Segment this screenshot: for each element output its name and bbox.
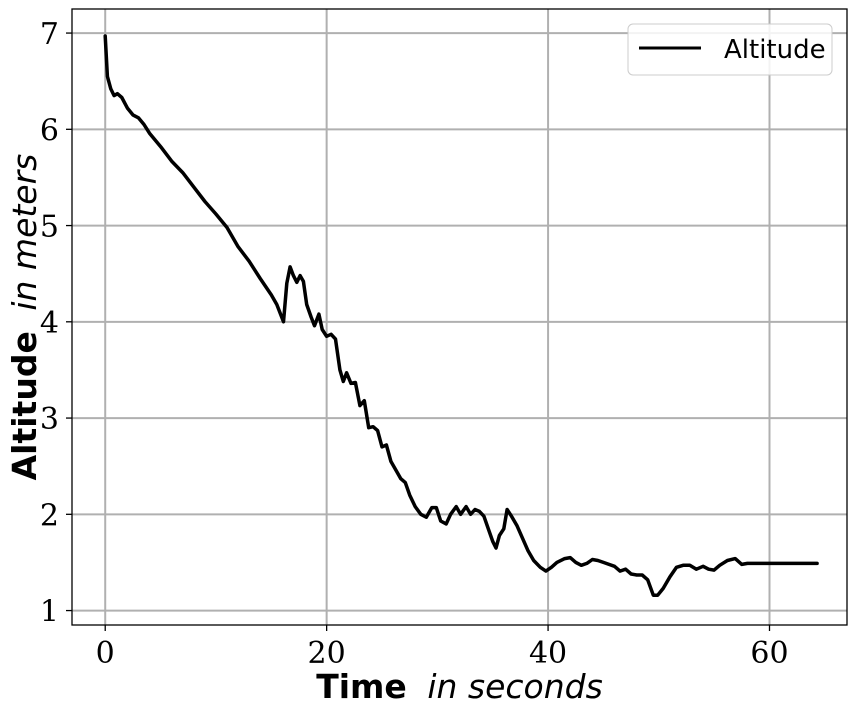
y-tick-label: 3 xyxy=(40,402,59,437)
x-axis-label-bold: Time xyxy=(316,667,407,706)
x-axis-label: Time in seconds xyxy=(316,667,603,706)
y-axis-label-bold: Altitude xyxy=(5,331,44,480)
grid-lines xyxy=(72,9,847,625)
y-axis-label: Altitude in meters xyxy=(5,154,44,481)
y-axis-ticks: 1 2 3 4 5 6 7 xyxy=(40,17,72,630)
y-tick-label: 1 xyxy=(40,595,59,630)
series-layer xyxy=(103,34,819,597)
legend-label-altitude: Altitude xyxy=(724,35,826,65)
y-tick-label: 5 xyxy=(40,210,59,245)
x-axis-ticks: 0 20 40 60 xyxy=(96,625,789,671)
y-tick-label: 6 xyxy=(40,113,59,148)
x-tick-label: 20 xyxy=(308,636,346,671)
x-tick-label: 0 xyxy=(96,636,115,671)
x-axis-label-italic: in seconds xyxy=(427,667,602,706)
legend: Altitude xyxy=(627,23,833,76)
plot-frame xyxy=(71,8,848,626)
y-tick-label: 2 xyxy=(40,498,59,533)
series-line-altitude xyxy=(103,34,819,597)
legend-box xyxy=(627,23,833,76)
y-tick-label: 7 xyxy=(40,17,59,52)
x-tick-label: 60 xyxy=(750,636,788,671)
x-tick-label: 40 xyxy=(529,636,567,671)
y-axis-label-italic: in meters xyxy=(5,154,44,311)
y-tick-label: 4 xyxy=(40,306,59,341)
